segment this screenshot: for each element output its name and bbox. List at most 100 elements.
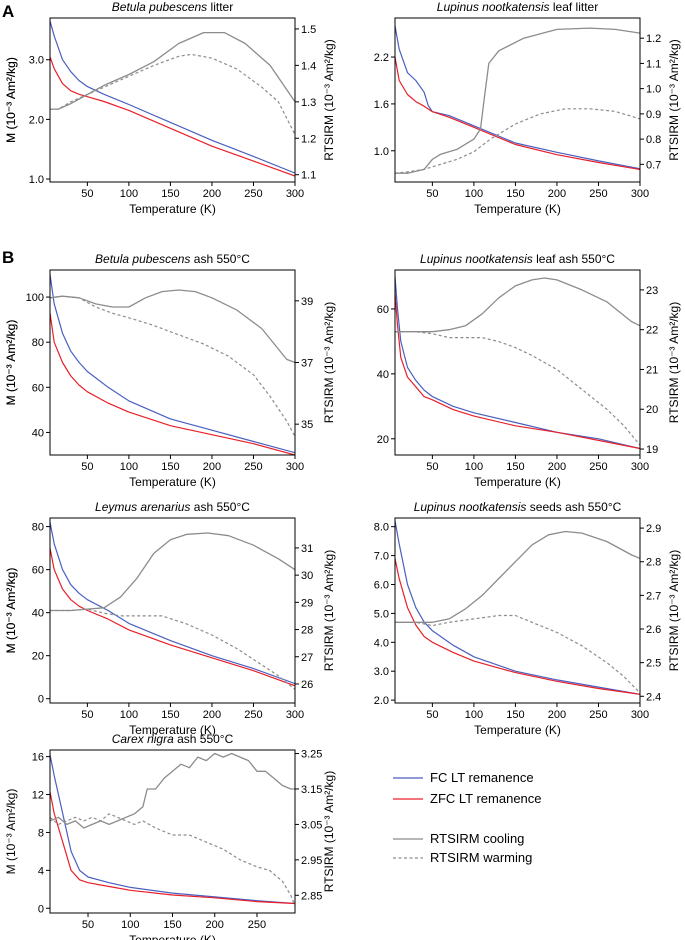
y2-tick-label: 2.7 [646,590,661,602]
y-tick-label: 40 [32,608,44,620]
y2-tick-label: 0.7 [646,159,661,171]
y2-tick-label: 2.4 [646,691,661,703]
panel-title-rest: ash 550°C [190,500,250,514]
series-zfc-lt-remanence [395,559,640,695]
y2-tick-label: 37 [301,358,313,370]
chart-panel-1: 50 100 150 200 250 3001.02.03.01.11.21.31.41.… [4,0,336,216]
chart-panel-3: 50 100 150 200 250 300 40 60 80 100 35 37 39 Betula p… [4,252,336,489]
series-rtsirm-cooling [50,290,295,363]
y-tick-label: 16 [32,752,44,764]
x-tick-label: 300 [631,461,649,473]
y-tick-label: 60 [32,565,44,577]
x-axis-label: Temperature (K) [129,475,216,489]
y2-axis-label: RTSIRM (10⁻³ Am²/kg) [322,771,336,892]
y-tick-label: 8 [38,827,44,839]
y2-tick-label: 1.2 [301,133,316,145]
x-tick-label: 200 [548,709,566,721]
x-tick-label: 50 [81,709,93,721]
legend-label-zfc: ZFC LT remanence [430,791,542,806]
y2-tick-label: 27 [301,652,313,664]
y-tick-label: 0 [38,903,44,915]
y-tick-label: 0 [38,694,44,706]
section-label-b: B [2,248,14,267]
y2-tick-label: 21 [646,364,658,376]
y2-tick-label: 30 [301,570,313,582]
y-tick-label: 12 [32,790,44,802]
chart-panel-4: 50 100 150 200 250 3002040601920212223Lupinus… [4,252,681,489]
series-rtsirm-warming [395,332,640,445]
plot-frame [395,270,640,455]
y2-tick-label: 0.8 [646,134,661,146]
y-axis-label: M (10⁻³ Am²/kg) [4,320,18,406]
x-tick-label: 250 [589,709,607,721]
legend-label-rtsirm-warming: RTSIRM warming [430,850,532,865]
x-tick-label: 200 [206,919,224,931]
y2-tick-label: 2.95 [301,855,322,867]
y2-tick-label: 0.9 [646,109,661,121]
y2-tick-label: 19 [646,444,658,456]
plot-frame [50,270,295,455]
y2-tick-label: 35 [301,419,313,431]
series-rtsirm-cooling [395,278,640,332]
x-tick-label: 200 [203,709,221,721]
y2-tick-label: 28 [301,625,313,637]
y2-axis-label: RTSIRM (10⁻³ Am²/kg) [322,550,336,671]
chart-panel-5: 50 100 150 200 250 300020406080262728293031Le… [4,500,336,737]
y-tick-label: 1.0 [29,174,44,186]
y-tick-label: 1.6 [374,99,389,111]
y-tick-label: 8.0 [374,522,389,534]
series-zfc-lt-remanence [395,57,640,170]
series-fc-lt-remanence [395,277,640,449]
plot-frame [50,18,295,182]
x-tick-label: 50 [81,461,93,473]
x-tick-label: 100 [465,188,483,200]
panel-title: Lupinus nootkatensis leaf litter [437,0,598,14]
x-axis-label: Temperature (K) [474,475,561,489]
panel-title-rest: litter [207,0,233,14]
y-tick-label: 80 [32,337,44,349]
series-rtsirm-warming [395,616,640,693]
panel-title-species: Betula pubescens [95,252,190,266]
y2-tick-label: 1.4 [301,60,316,72]
x-tick-label: 300 [286,461,304,473]
x-axis-label: Temperature (K) [474,202,561,216]
panel-title: Leymus arenarius ash 550°C [95,500,250,514]
series-fc-lt-remanence [395,521,640,694]
y-tick-label: 4 [38,865,44,877]
y2-axis-label: RTSIRM (10⁻³ Am²/kg) [667,550,681,671]
panel-title-rest: ash 550°C [190,252,250,266]
y2-tick-label: 1.1 [646,58,661,70]
x-tick-label: 100 [120,188,138,200]
x-tick-label: 150 [161,188,179,200]
y2-tick-label: 3.05 [301,819,322,831]
y-axis-label: M (10⁻³ Am²/kg) [4,789,18,875]
series-rtsirm-cooling [50,754,295,829]
x-tick-label: 250 [244,188,262,200]
x-tick-label: 50 [426,461,438,473]
y2-tick-label: 3.25 [301,749,322,761]
series-rtsirm-cooling [395,532,640,623]
panel-title-species: Lupinus nootkatensis [420,252,533,266]
panel-title-rest: leaf ash 550°C [533,252,616,266]
y-tick-label: 60 [377,304,389,316]
y2-tick-label: 39 [301,296,313,308]
series-fc-lt-remanence [50,755,295,904]
series-zfc-lt-remanence [50,792,295,904]
chart-panel-7: 50 100 150 200 25004812162.852.953.053.153.2… [4,732,336,940]
y-tick-label: 7.0 [374,551,389,563]
x-tick-label: 150 [506,709,524,721]
x-tick-label: 50 [81,188,93,200]
y-tick-label: 2.0 [29,114,44,126]
series-zfc-lt-remanence [50,548,295,686]
panel-title: Carex nigra ash 550°C [112,732,234,746]
series-zfc-lt-remanence [395,293,640,449]
y-tick-label: 40 [377,369,389,381]
x-tick-label: 50 [82,919,94,931]
y2-tick-label: 1.1 [301,170,316,182]
y2-tick-label: 31 [301,543,313,555]
x-tick-label: 250 [248,919,266,931]
y-axis-label: M (10⁻³ Am²/kg) [4,57,18,143]
series-rtsirm-cooling [50,33,295,110]
plot-frame [395,18,640,182]
series-rtsirm-warming [50,296,295,436]
